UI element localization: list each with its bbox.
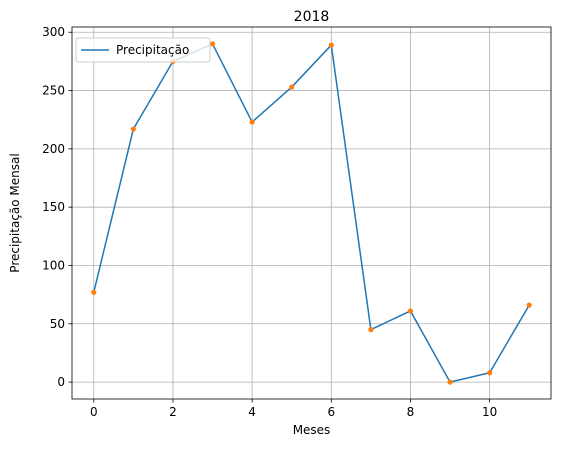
x-tick-label: 8 <box>407 405 415 419</box>
x-axis-title: Meses <box>293 423 331 437</box>
series-line-precipitacao <box>93 43 530 383</box>
plot-frame <box>71 26 552 400</box>
legend: Precipitação <box>75 37 211 63</box>
series-layer <box>93 43 530 383</box>
y-tick-label: 50 <box>50 317 65 331</box>
y-axis-title: Precipitação Mensal <box>8 153 22 272</box>
data-point <box>368 327 374 333</box>
data-point <box>209 41 216 47</box>
y-axis-ticks: 0 50 100 150 200 250 300 <box>42 25 72 389</box>
x-tick-label: 0 <box>90 405 98 419</box>
chart-title: 2018 <box>294 9 330 25</box>
x-tick-label: 2 <box>169 405 177 419</box>
y-tick-label: 0 <box>57 375 65 389</box>
data-point <box>407 308 414 314</box>
grid <box>72 27 551 399</box>
data-point <box>447 379 453 385</box>
data-point <box>328 42 334 48</box>
legend-box <box>75 37 211 63</box>
y-tick-label: 100 <box>42 258 65 272</box>
data-point <box>526 302 532 308</box>
x-tick-label: 10 <box>482 405 497 419</box>
x-axis-ticks: 0 2 4 6 8 10 <box>90 399 497 419</box>
x-tick-label: 4 <box>248 405 256 419</box>
y-tick-label: 300 <box>42 25 65 39</box>
data-point <box>91 289 97 295</box>
x-tick-label: 6 <box>327 405 335 419</box>
data-point <box>487 370 493 376</box>
y-tick-label: 200 <box>42 142 65 156</box>
y-tick-label: 150 <box>42 200 65 214</box>
y-tick-label: 250 <box>42 84 65 98</box>
data-point <box>130 126 136 132</box>
data-point <box>249 119 255 125</box>
legend-label-precipitacao: Precipitação <box>116 43 189 57</box>
data-point <box>289 84 295 90</box>
